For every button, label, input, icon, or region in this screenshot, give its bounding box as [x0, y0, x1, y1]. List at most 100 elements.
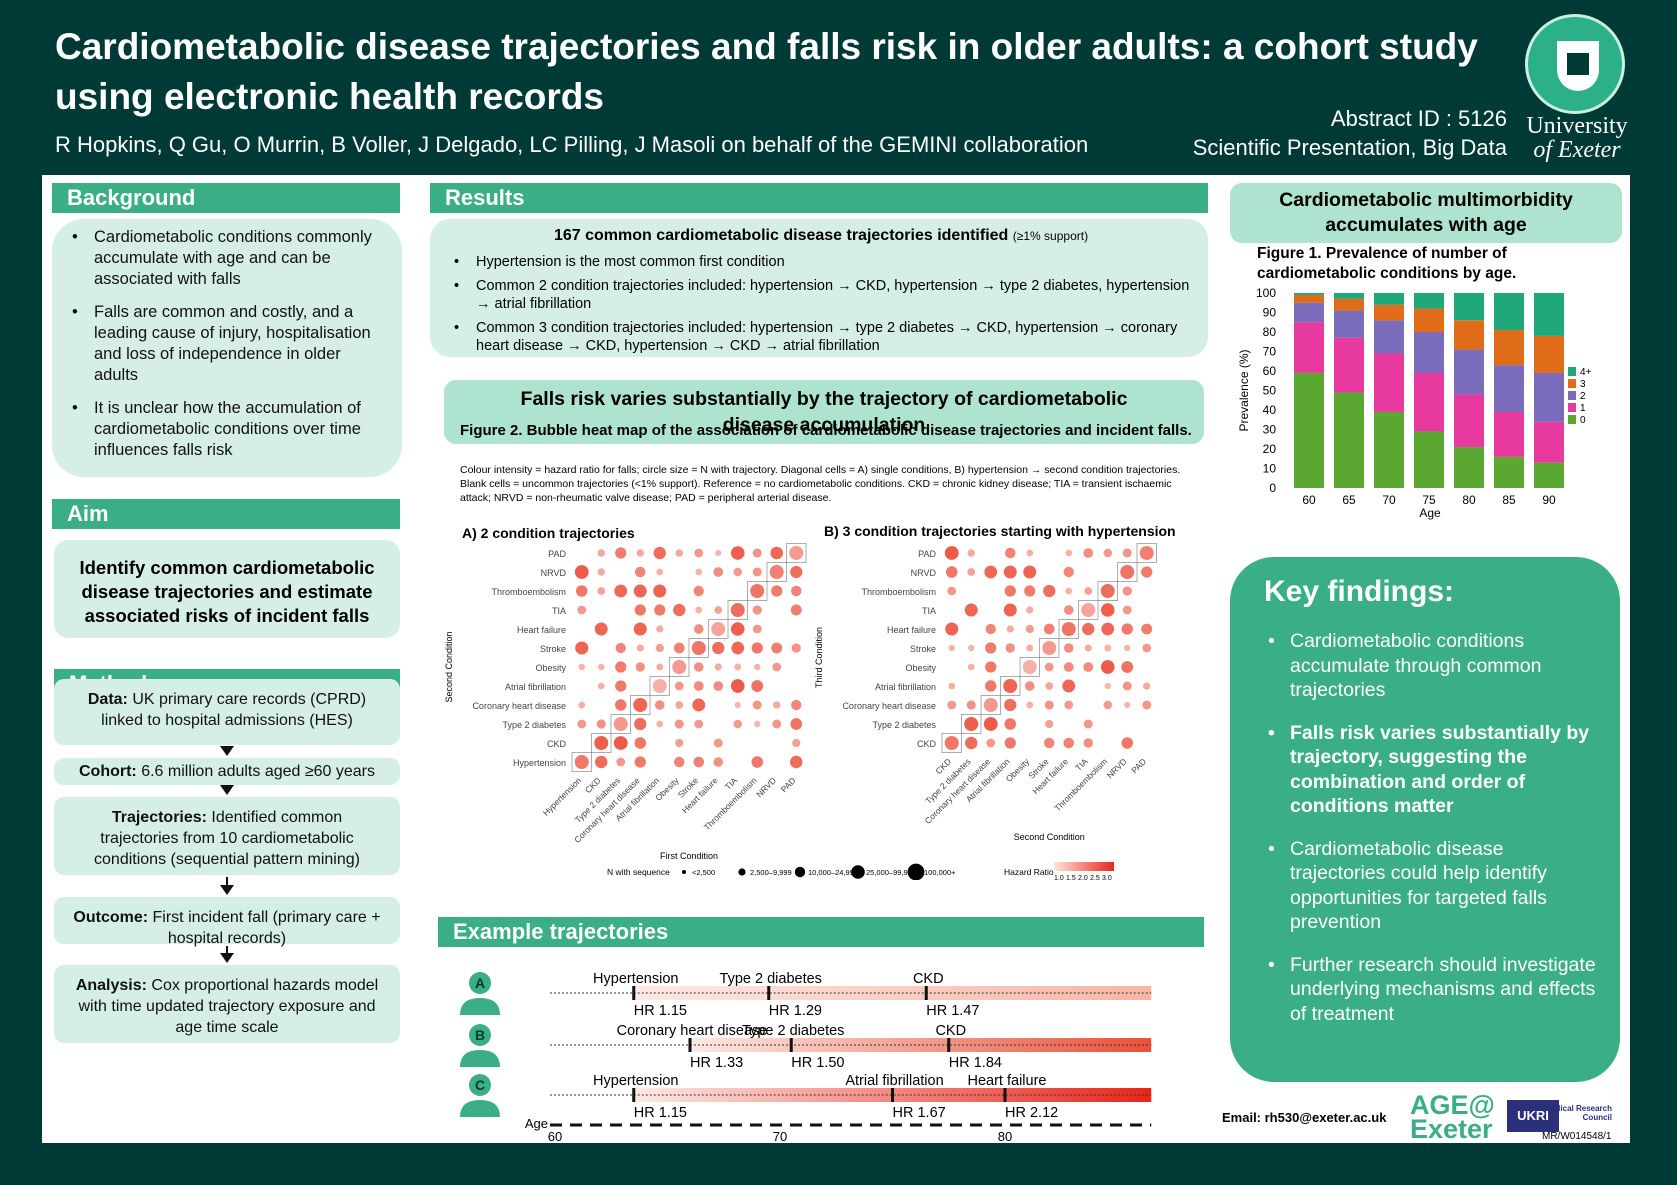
event-marker	[632, 986, 636, 1000]
diagonal-cell	[1117, 562, 1138, 582]
headline-text: 167 common cardiometabolic disease traje…	[553, 227, 1009, 244]
bubble	[945, 566, 958, 578]
bubble	[1044, 700, 1054, 710]
bar-segment	[1494, 411, 1524, 457]
y-tick-label: 10	[1263, 462, 1277, 476]
col-label: PAD	[779, 775, 798, 794]
bubble	[1141, 623, 1153, 635]
methods-step: Analysis: Cox proportional hazards model…	[54, 965, 400, 1043]
x-tick-label: 85	[1502, 493, 1516, 507]
presentation-type: Scientific Presentation, Big Data	[1192, 135, 1507, 160]
bubble	[772, 719, 782, 729]
bubble	[615, 661, 627, 673]
bubble	[653, 584, 667, 598]
bubble	[773, 701, 781, 709]
bubble	[734, 701, 741, 709]
legend-label: 2	[1580, 391, 1586, 402]
figure1-title: Figure 1. Prevalence of number of cardio…	[1257, 245, 1517, 282]
legend-swatch	[1568, 391, 1576, 400]
bubble	[752, 605, 762, 615]
bubble	[1121, 737, 1134, 749]
bubble	[695, 606, 703, 614]
key-findings-box: Key findings: Cardiometabolic conditions…	[1230, 557, 1620, 1082]
bubble	[694, 719, 704, 729]
diagonal-cell	[591, 733, 612, 753]
figure2-note: Colour intensity = hazard ratio for fall…	[460, 464, 1181, 504]
bubble	[1022, 660, 1037, 674]
bar-segment	[1334, 310, 1364, 338]
bubble	[733, 567, 743, 577]
diagonal-cell	[941, 733, 962, 753]
contact-email[interactable]: Email: rh530@exeter.ac.uk	[1222, 1110, 1387, 1125]
legend-n-label: 2,500–9,999	[750, 868, 792, 877]
bubble	[691, 641, 706, 655]
bar-segment	[1454, 447, 1484, 488]
bubble	[790, 604, 802, 616]
bubble	[597, 682, 605, 690]
bar-segment	[1334, 298, 1364, 311]
bubble	[1065, 549, 1073, 557]
trajectory-avatar-head	[469, 972, 491, 994]
trajectory-avatar-head	[469, 1024, 491, 1046]
bubble	[656, 663, 664, 671]
methods-step-label: Data:	[87, 691, 128, 708]
trajectory-risk-band	[690, 1038, 1152, 1052]
event-hr: HR 1.29	[769, 1003, 822, 1019]
bar-segment	[1534, 335, 1564, 373]
bubble	[1100, 584, 1115, 598]
bubble	[597, 663, 605, 671]
legend-n-label: 10,000–24,999	[808, 868, 858, 877]
bubble	[985, 661, 997, 673]
bubble	[693, 585, 704, 597]
abstract-id: Abstract ID : 5126	[1330, 106, 1507, 131]
event-marker	[767, 986, 771, 1000]
x-tick-label: 90	[1542, 493, 1556, 507]
legend-label: 3	[1580, 379, 1586, 390]
methods-step-label: Outcome:	[73, 909, 149, 926]
methods-step-text: Cox proportional hazards model with time…	[78, 977, 379, 1036]
bubble	[771, 642, 783, 654]
bubble	[712, 641, 725, 655]
bubble	[967, 568, 976, 576]
bar-segment	[1294, 294, 1324, 303]
bubble	[983, 698, 998, 712]
trajectory-risk-band	[633, 986, 1152, 1000]
grant-code: MR/W014548/1	[1542, 1131, 1612, 1142]
bubble	[693, 756, 705, 768]
bubble	[633, 584, 647, 598]
methods-step-label: Analysis:	[75, 977, 147, 994]
flow-arrow	[220, 946, 234, 963]
methods-step-text: 6.6 million adults aged ≥60 years	[136, 763, 375, 780]
bubble	[673, 642, 685, 654]
trajectory-id: B	[475, 1027, 485, 1043]
bubble	[948, 682, 956, 690]
bar-segment	[1334, 337, 1364, 393]
bubble	[1122, 548, 1132, 558]
bubble	[964, 603, 978, 617]
bar-segment	[1294, 302, 1324, 323]
bubble	[789, 546, 804, 560]
row-label: Stroke	[910, 644, 936, 654]
results-point: Common 3 condition trajectories included…	[450, 319, 1192, 355]
bubble	[1100, 660, 1115, 674]
bubble	[674, 681, 684, 691]
col-label: NRVD	[1105, 756, 1129, 780]
bubble	[1121, 623, 1133, 635]
bubble	[594, 622, 608, 636]
bubble	[635, 566, 646, 578]
bubble	[1003, 679, 1018, 693]
bubble	[693, 662, 704, 672]
event-condition: CKD	[935, 1023, 966, 1039]
event-hr: HR 1.47	[926, 1003, 979, 1019]
bubble	[1063, 566, 1074, 578]
multimorbidity-callout: Cardiometabolic multimorbidity accumulat…	[1230, 183, 1622, 243]
bubble	[1084, 587, 1093, 595]
x-axis-label: First Condition	[660, 851, 718, 861]
results-box: 167 common cardiometabolic disease traje…	[430, 219, 1208, 357]
bar-segment	[1374, 353, 1404, 412]
bubble	[730, 603, 745, 617]
bubble	[711, 622, 726, 636]
mrc-logo-text: Medical Research Council	[1544, 1104, 1612, 1122]
bubble	[693, 681, 704, 691]
diagonal-cell	[727, 600, 748, 620]
